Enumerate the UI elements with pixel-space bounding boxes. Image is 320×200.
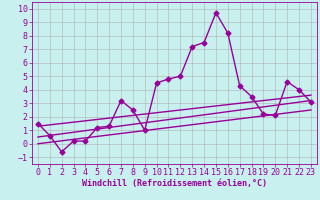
X-axis label: Windchill (Refroidissement éolien,°C): Windchill (Refroidissement éolien,°C)	[82, 179, 267, 188]
